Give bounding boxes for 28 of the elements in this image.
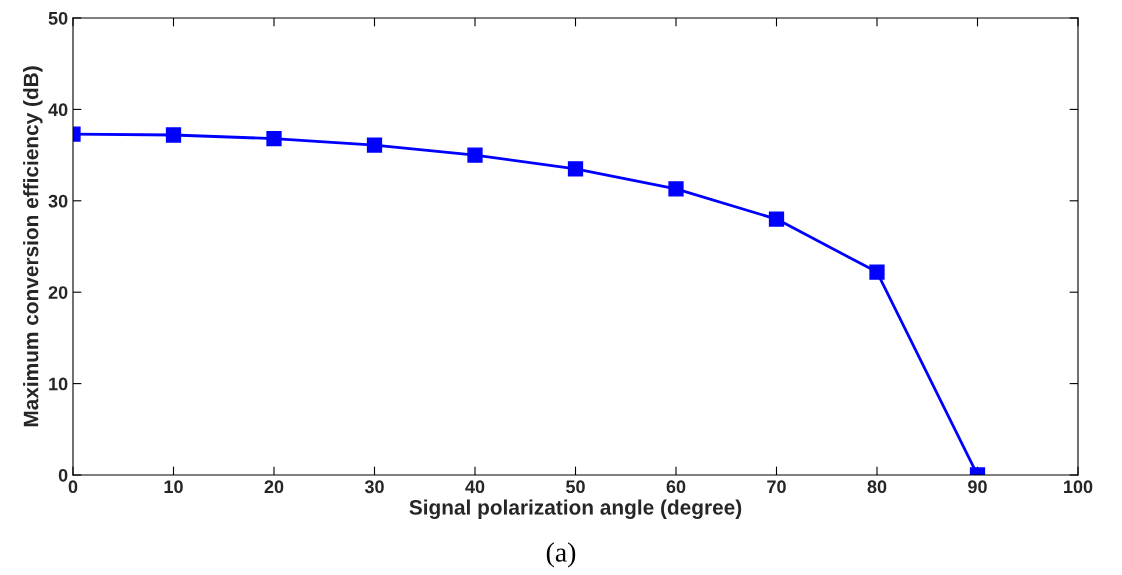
x-tick-label: 20 — [264, 480, 284, 494]
point — [165, 127, 182, 143]
y-axis-title: Maximum conversion efficiency (dB) — [23, 66, 43, 427]
point — [366, 137, 383, 153]
x-tick-label: 0 — [68, 480, 78, 494]
y-tick-label: 30 — [48, 194, 68, 208]
y-tick-label: 50 — [48, 11, 68, 25]
text: (a) — [546, 542, 576, 568]
y-tick-label: 10 — [49, 377, 68, 391]
x-tick-label: 80 — [867, 480, 887, 494]
y-tick-label: 40 — [48, 103, 68, 117]
point — [668, 181, 684, 197]
y-tick-label: 0 — [58, 468, 68, 482]
x-tick-label: 90 — [968, 480, 987, 494]
x-axis-title: Signal polarization angle (degree) — [409, 499, 742, 519]
point — [567, 161, 584, 177]
y-tick-label: 20 — [48, 286, 68, 299]
point — [266, 131, 282, 147]
point — [869, 264, 885, 280]
point — [467, 147, 483, 163]
x-tick-label: 100 — [1064, 480, 1093, 494]
x-tick-label: 60 — [666, 480, 686, 494]
x-tick-label: 70 — [767, 480, 786, 494]
x-tick-label: 50 — [566, 480, 585, 494]
x-tick-label: 10 — [164, 480, 183, 494]
point — [768, 211, 785, 227]
x-tick-label: 40 — [465, 480, 485, 494]
x-tick-label: 30 — [364, 480, 384, 494]
